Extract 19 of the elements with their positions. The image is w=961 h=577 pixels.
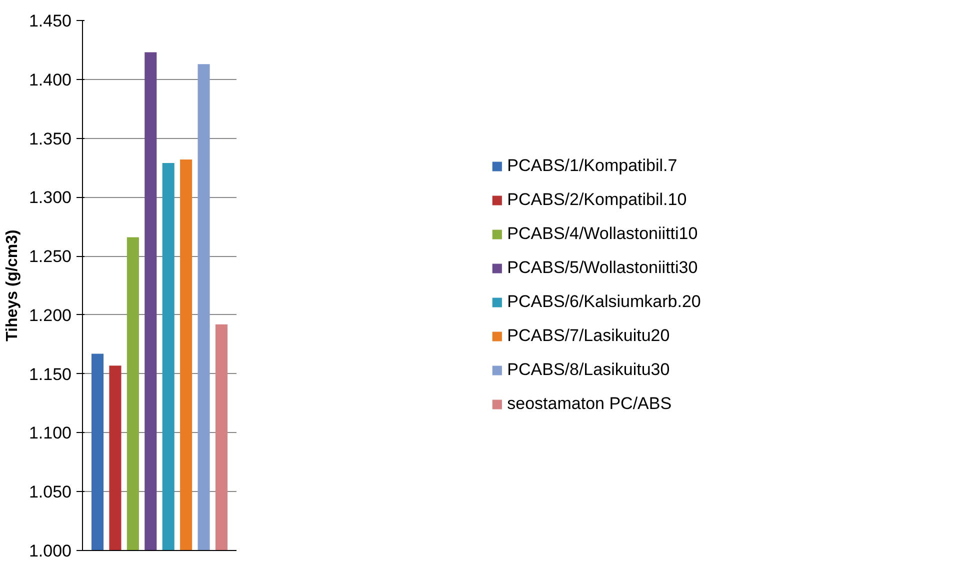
- y-tick-label: 1.050: [28, 482, 72, 502]
- y-tick-label: 1.150: [28, 364, 72, 384]
- y-tick-label: 1.100: [28, 424, 72, 443]
- legend-label: PCABS/5/Wollastoniitti30: [507, 258, 698, 278]
- legend-label: PCABS/4/Wollastoniitti10: [507, 224, 698, 244]
- legend-label: PCABS/2/Kompatibil.10: [507, 190, 687, 210]
- y-tick-label: 1.400: [28, 70, 72, 90]
- y-tick-label: 1.300: [28, 188, 72, 208]
- y-tick-label: 1.200: [28, 306, 72, 325]
- y-tick-label: 1.000: [28, 542, 72, 560]
- legend-label: PCABS/8/Lasikuitu30: [507, 360, 670, 380]
- y-tick-label: 1.450: [28, 12, 72, 30]
- y-tick-label: 1.350: [28, 129, 72, 148]
- y-axis-title: Tiheys (g/cm3): [4, 230, 21, 342]
- legend-label: PCABS/6/Kalsiumkarb.20: [507, 292, 701, 312]
- legend-label: PCABS/7/Lasikuitu20: [507, 326, 670, 346]
- legend-label: seostamaton PC/ABS: [507, 394, 672, 414]
- legend-label: PCABS/1/Kompatibil.7: [507, 156, 678, 176]
- y-tick-label: 1.250: [28, 247, 72, 266]
